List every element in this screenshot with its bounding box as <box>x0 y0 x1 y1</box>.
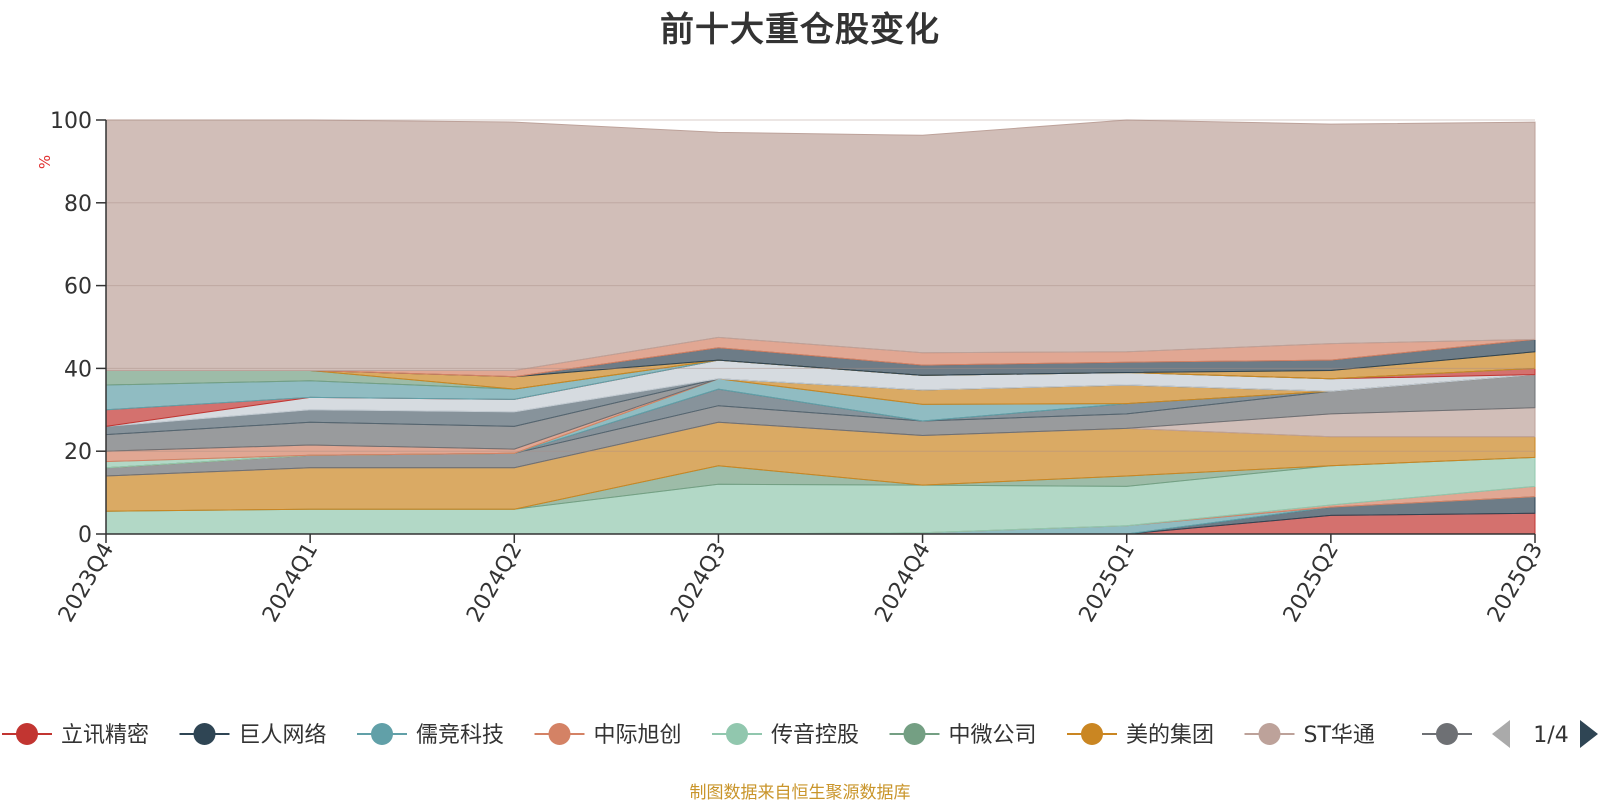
legend-label-0: 立讯精密 <box>61 723 149 748</box>
x-tick-label-5: 2025Q1 <box>1075 539 1140 627</box>
legend-item-6[interactable]: 美的集团 <box>1067 723 1214 748</box>
legend-item-2[interactable]: 儒竞科技 <box>357 723 504 748</box>
legend-marker-2 <box>371 723 393 745</box>
legend-marker-6 <box>1081 723 1103 745</box>
x-tick-label-2: 2024Q2 <box>462 539 527 627</box>
x-tick-label-7: 2025Q3 <box>1483 539 1548 627</box>
legend-item-8[interactable]: 中 <box>1422 723 1503 748</box>
legend-item-4[interactable]: 传音控股 <box>712 723 859 748</box>
legend-item-0[interactable]: 立讯精密 <box>2 723 149 748</box>
x-tick-label-3: 2024Q3 <box>666 539 731 627</box>
legend-marker-7 <box>1258 723 1281 745</box>
legend-marker-4 <box>726 723 748 745</box>
legend-items: 立讯精密 巨人网络 儒竞科技 中际旭创 传音控股 中微公司 美的集团 ST华通 中 <box>2 723 1503 748</box>
legend-item-5[interactable]: 中微公司 <box>889 723 1037 748</box>
x-tick-label-0: 2023Q4 <box>54 539 119 627</box>
y-tick-label-2: 40 <box>64 357 92 382</box>
legend-page-indicator: 1/4 <box>1533 723 1568 748</box>
series-areas <box>105 119 1536 535</box>
y-tick-label-1: 20 <box>64 440 92 465</box>
x-tick-label-6: 2025Q2 <box>1279 539 1344 627</box>
gridlines <box>106 119 1535 452</box>
legend-label-1: 巨人网络 <box>239 723 327 748</box>
y-tick-label-0: 0 <box>78 523 92 548</box>
x-tick-label-4: 2024Q4 <box>870 539 935 627</box>
y-tick-label-3: 60 <box>64 275 92 300</box>
legend-marker-5 <box>903 723 926 745</box>
y-tick-label-4: 80 <box>64 192 92 217</box>
chart-title: 前十大重仓股变化 <box>660 10 940 50</box>
y-axis-label: % <box>36 155 54 169</box>
legend-item-1[interactable]: 巨人网络 <box>179 723 327 748</box>
legend-label-7: ST华通 <box>1304 723 1375 748</box>
legend-next-arrow-icon[interactable] <box>1580 720 1598 748</box>
legend-label-6: 美的集团 <box>1126 723 1214 748</box>
legend-prev-arrow-icon[interactable] <box>1492 720 1510 748</box>
legend-marker-8 <box>1436 723 1458 745</box>
legend-marker-3 <box>548 723 571 745</box>
legend-label-3: 中际旭创 <box>594 723 682 748</box>
area-series-23 <box>105 119 1536 371</box>
legend-marker-1 <box>193 723 216 745</box>
legend-label-2: 儒竞科技 <box>416 723 504 748</box>
legend-item-3[interactable]: 中际旭创 <box>534 723 682 748</box>
legend: 立讯精密 巨人网络 儒竞科技 中际旭创 传音控股 中微公司 美的集团 ST华通 中 1/4 <box>2 720 1598 748</box>
x-tick-label-1: 2024Q1 <box>258 539 323 627</box>
source-note: 制图数据来自恒生聚源数据库 <box>689 783 911 803</box>
legend-label-4: 传音控股 <box>771 723 859 748</box>
legend-item-7[interactable]: ST华通 <box>1244 723 1375 748</box>
y-tick-label-5: 100 <box>50 109 92 134</box>
legend-marker-0 <box>16 723 38 745</box>
legend-label-5: 中微公司 <box>949 723 1037 748</box>
